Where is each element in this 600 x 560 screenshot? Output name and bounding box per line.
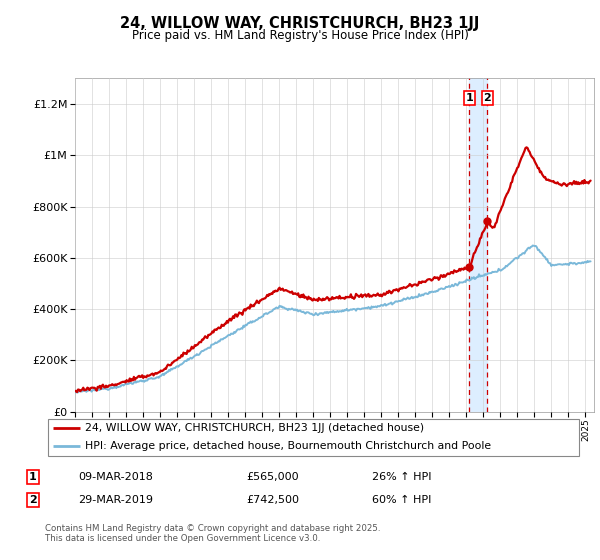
Text: 1: 1	[466, 94, 473, 104]
Text: 60% ↑ HPI: 60% ↑ HPI	[372, 494, 431, 505]
Text: 09-MAR-2018: 09-MAR-2018	[78, 472, 153, 482]
Text: 1: 1	[29, 472, 37, 482]
Text: 24, WILLOW WAY, CHRISTCHURCH, BH23 1JJ (detached house): 24, WILLOW WAY, CHRISTCHURCH, BH23 1JJ (…	[85, 423, 424, 433]
Text: Price paid vs. HM Land Registry's House Price Index (HPI): Price paid vs. HM Land Registry's House …	[131, 29, 469, 42]
Text: £742,500: £742,500	[246, 494, 299, 505]
Text: 2: 2	[484, 94, 491, 104]
Text: 24, WILLOW WAY, CHRISTCHURCH, BH23 1JJ: 24, WILLOW WAY, CHRISTCHURCH, BH23 1JJ	[121, 16, 479, 31]
Text: 2: 2	[29, 494, 37, 505]
FancyBboxPatch shape	[47, 419, 579, 455]
Text: HPI: Average price, detached house, Bournemouth Christchurch and Poole: HPI: Average price, detached house, Bour…	[85, 441, 491, 451]
Bar	[469, 78, 487, 412]
Text: 29-MAR-2019: 29-MAR-2019	[78, 494, 153, 505]
Text: Contains HM Land Registry data © Crown copyright and database right 2025.
This d: Contains HM Land Registry data © Crown c…	[45, 524, 380, 543]
Text: £565,000: £565,000	[246, 472, 299, 482]
Text: 26% ↑ HPI: 26% ↑ HPI	[372, 472, 431, 482]
